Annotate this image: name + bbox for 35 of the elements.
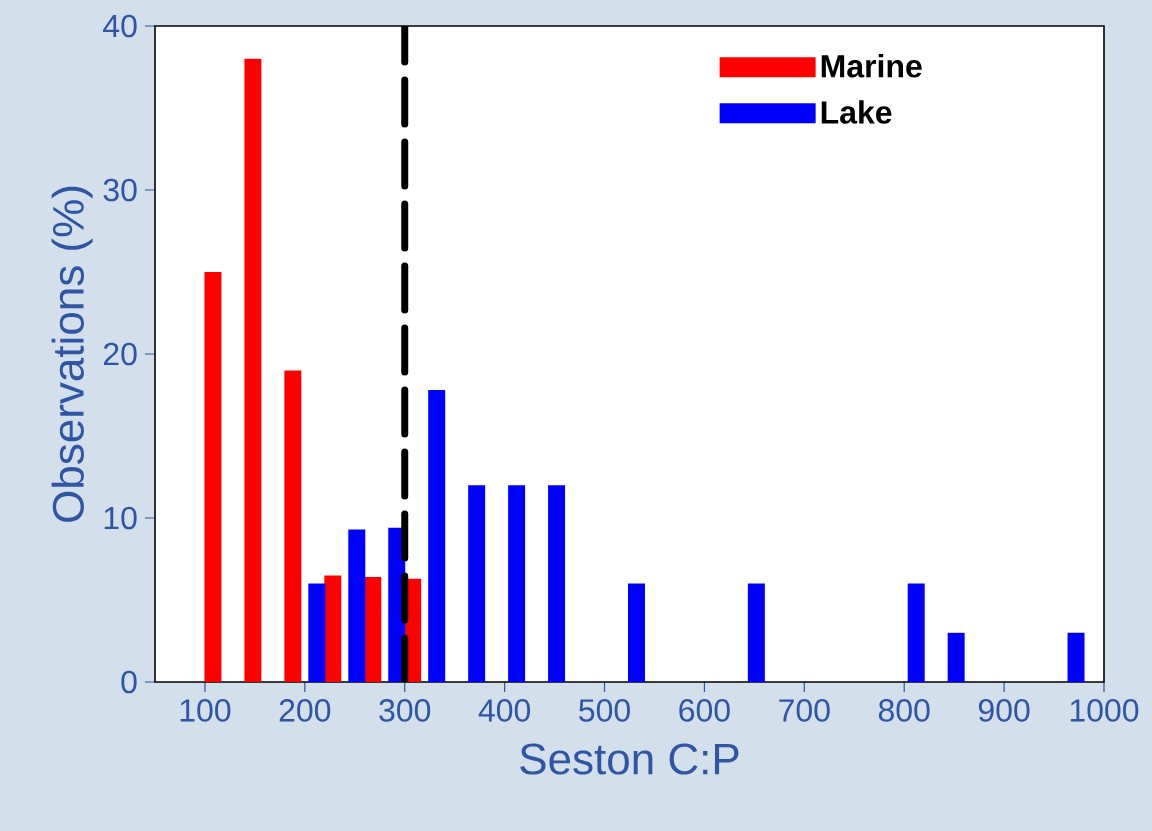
y-tick-label: 30 xyxy=(103,178,137,202)
bar xyxy=(244,58,262,682)
x-axis-title: Seston C:P xyxy=(520,743,739,775)
y-tick-label: 0 xyxy=(121,670,137,694)
y-axis-title: Observations (%) xyxy=(51,186,93,522)
bar xyxy=(324,575,342,682)
bar xyxy=(308,583,326,682)
y-tick-label: 20 xyxy=(103,342,137,366)
y-tick-label: 10 xyxy=(104,506,137,530)
bar xyxy=(508,485,526,682)
bar xyxy=(947,632,965,682)
x-tick-label: 900 xyxy=(978,699,1030,722)
y-tick-label: 40 xyxy=(103,14,137,38)
bar xyxy=(1067,632,1085,682)
x-tick-label: 1000 xyxy=(1070,699,1139,722)
x-tick-label: 300 xyxy=(379,699,431,722)
bar xyxy=(348,529,366,682)
x-tick-label: 400 xyxy=(478,699,531,722)
x-tick-label: 200 xyxy=(279,699,331,722)
x-tick-label: 700 xyxy=(779,699,830,722)
bar xyxy=(628,583,645,682)
bar xyxy=(284,370,302,682)
bar xyxy=(468,485,486,682)
bar xyxy=(364,577,382,682)
bar xyxy=(548,485,566,682)
bar xyxy=(747,583,765,682)
x-tick-label: 100 xyxy=(180,699,231,722)
bar xyxy=(428,390,446,682)
legend-label: Marine xyxy=(821,54,922,78)
x-tick-label: 500 xyxy=(579,699,630,722)
bar xyxy=(204,272,222,682)
x-tick-label: 800 xyxy=(878,699,930,722)
legend-label: Lake xyxy=(821,100,892,124)
x-tick-label: 600 xyxy=(679,699,730,722)
bar xyxy=(907,583,925,682)
